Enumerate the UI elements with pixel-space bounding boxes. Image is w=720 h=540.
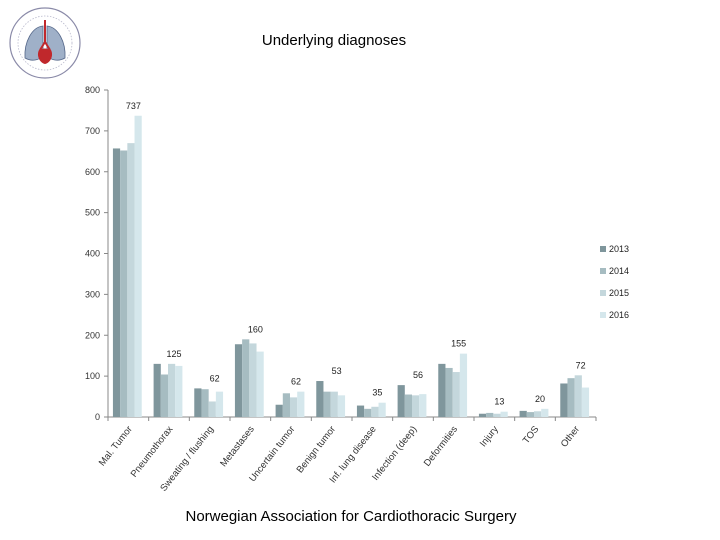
y-tick-label: 0 (95, 412, 100, 422)
bar-2014 (160, 374, 168, 417)
bar-2013 (560, 383, 568, 417)
y-tick-label: 600 (85, 167, 100, 177)
bar-2015 (452, 372, 460, 417)
bar-2013 (153, 363, 161, 417)
legend-label-2016: 2016 (609, 310, 629, 320)
bar-2015 (534, 411, 542, 417)
chart-bars (112, 115, 590, 418)
bar-2014 (526, 412, 534, 417)
bar-2015 (493, 413, 501, 417)
legend-swatch-2013 (600, 246, 606, 252)
category-label: Other (559, 424, 582, 449)
data-label: 125 (166, 349, 181, 359)
bar-2013 (397, 385, 405, 417)
y-tick-label: 700 (85, 126, 100, 136)
legend-swatch-2014 (600, 268, 606, 274)
footer-text: Norwegian Association for Cardiothoracic… (185, 508, 517, 525)
category-label: Metastases (218, 424, 257, 469)
legend-label-2013: 2013 (609, 244, 629, 254)
bar-2016 (337, 395, 346, 417)
bar-2016 (500, 411, 508, 417)
bar-2013 (356, 405, 365, 417)
bar-2015 (249, 343, 257, 417)
bar-2014 (323, 391, 331, 417)
bar-2013 (112, 148, 121, 418)
data-label: 53 (332, 366, 342, 376)
legend-label-2014: 2014 (609, 266, 629, 276)
data-label: 72 (576, 360, 586, 370)
bar-2014 (364, 408, 372, 417)
category-label: Benign tumor (295, 424, 338, 475)
bar-2016 (581, 387, 590, 417)
bar-2013 (478, 413, 487, 417)
bar-2014 (201, 389, 209, 417)
bar-2014 (567, 378, 575, 417)
bar-2016 (378, 402, 386, 417)
bar-2013 (316, 381, 324, 417)
bar-2014 (242, 339, 250, 417)
bar-2015 (412, 395, 420, 417)
category-label: Mal. Tumor (97, 424, 135, 468)
bar-2015 (290, 397, 298, 417)
bar-2014 (486, 412, 494, 417)
bar-2016 (419, 394, 427, 417)
y-tick-label: 500 (85, 208, 100, 218)
bar-2016 (134, 115, 142, 417)
bar-2015 (168, 363, 176, 417)
logo-trachea (39, 20, 51, 51)
legend-swatch-2015 (600, 290, 606, 296)
bar-2013 (519, 410, 527, 417)
bar-2016 (297, 391, 305, 417)
data-label: 35 (372, 388, 382, 398)
bar-2016 (175, 365, 183, 417)
chart-title: Underlying diagnoses (261, 32, 407, 49)
bar-2013 (275, 404, 283, 417)
data-label: 20 (535, 394, 545, 404)
category-label: Deformities (422, 424, 460, 469)
org-logo (9, 7, 81, 79)
y-tick-label: 100 (85, 371, 100, 381)
legend-label-2015: 2015 (609, 288, 629, 298)
bar-2016 (256, 351, 264, 417)
chart-legend: 2013 2014 2015 2016 (600, 244, 629, 320)
y-tick-label: 200 (85, 330, 100, 340)
data-label: 155 (451, 339, 466, 349)
data-label: 160 (248, 324, 263, 334)
bar-2014 (404, 394, 412, 417)
bar-2013 (234, 344, 243, 417)
bar-2015 (574, 375, 582, 417)
legend-swatch-2016 (600, 312, 606, 318)
data-label: 13 (494, 397, 504, 407)
data-label: 737 (126, 101, 141, 111)
bar-2014 (445, 367, 453, 417)
chart-data-labels: 737 125 62 160 62 53 35 56 155 13 20 72 (126, 101, 586, 407)
bar-2015 (371, 406, 379, 417)
bar-2013 (194, 388, 202, 417)
bar-2014 (120, 150, 128, 417)
chart-axes: 0 100 200 300 400 500 600 700 800 (85, 85, 597, 422)
bar-2016 (541, 408, 549, 417)
y-tick-label: 400 (85, 249, 100, 259)
logo-inner-ring (17, 15, 73, 71)
y-tick-label: 300 (85, 289, 100, 299)
category-label: Injury (478, 424, 501, 449)
bar-2016 (215, 391, 224, 417)
data-label: 62 (291, 377, 301, 387)
logo-heart (37, 48, 53, 64)
category-label: TOS (521, 424, 542, 446)
category-label: Pneumothorax (129, 424, 176, 480)
data-label: 56 (413, 370, 423, 380)
category-label: Infection (deep) (370, 424, 419, 483)
bar-2015 (127, 143, 135, 417)
bar-2014 (282, 393, 290, 417)
y-tick-label: 800 (85, 85, 100, 95)
data-label: 62 (210, 373, 220, 383)
bar-2015 (208, 401, 216, 417)
bar-2013 (438, 363, 446, 417)
bar-2015 (330, 391, 338, 417)
bar-2016 (459, 353, 468, 417)
